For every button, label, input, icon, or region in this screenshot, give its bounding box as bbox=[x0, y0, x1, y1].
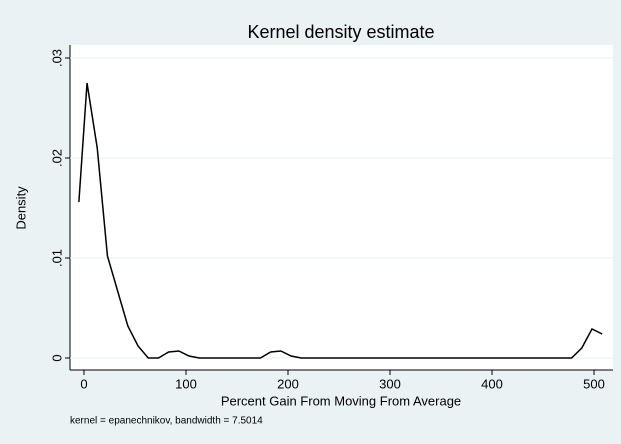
plot-area bbox=[70, 45, 613, 370]
y-axis-title: Density bbox=[13, 186, 28, 230]
note: kernel = epanechnikov, bandwidth = 7.501… bbox=[70, 416, 263, 427]
y-tick-label: .02 bbox=[49, 149, 64, 167]
x-tick-label: 400 bbox=[481, 376, 503, 391]
y-tick-label: .03 bbox=[49, 49, 64, 67]
chart-title: Kernel density estimate bbox=[247, 22, 434, 42]
x-tick-label: 300 bbox=[379, 376, 401, 391]
y-tick-label: .01 bbox=[49, 249, 64, 267]
x-tick-label: 500 bbox=[583, 376, 605, 391]
y-tick-label: 0 bbox=[49, 354, 64, 361]
density-line bbox=[78, 82, 603, 359]
x-axis-title: Percent Gain From Moving From Average bbox=[221, 393, 461, 408]
x-tick-label: 0 bbox=[80, 376, 87, 391]
x-tick-label: 200 bbox=[277, 376, 299, 391]
x-tick-label: 100 bbox=[175, 376, 197, 391]
